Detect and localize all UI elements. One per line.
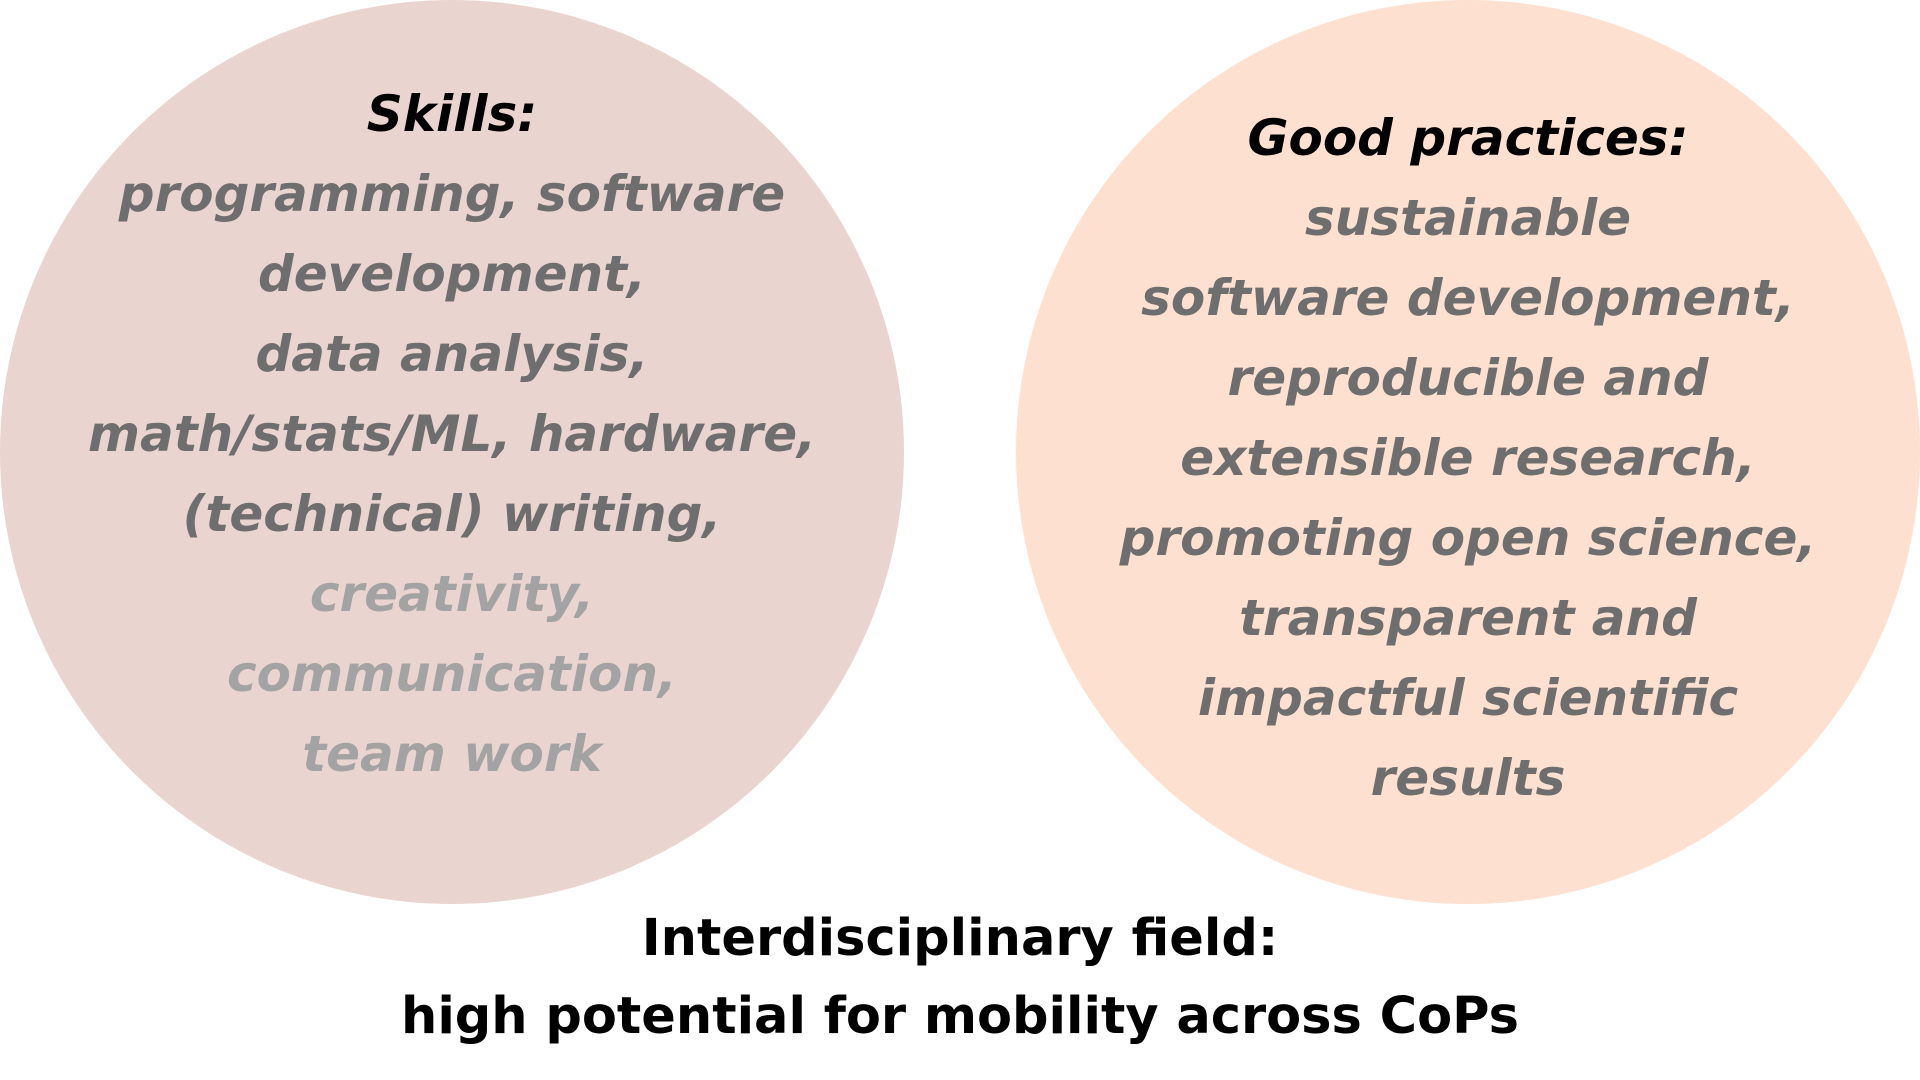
skills-list: programming, software development, data …: [88, 154, 816, 794]
skills-item: math/stats/ML, hardware,: [87, 405, 817, 463]
practices-item: sustainable: [1304, 189, 1632, 247]
footer-caption: Interdisciplinary field: high potential …: [0, 900, 1920, 1056]
practices-item: extensible research,: [1180, 429, 1756, 487]
practices-item: software development,: [1141, 269, 1795, 327]
practices-item: results: [1370, 749, 1566, 807]
practices-item: transparent and: [1239, 589, 1697, 647]
good-practices-circle: Good practices: sustainable software dev…: [1016, 0, 1920, 904]
skills-item: data analysis,: [255, 325, 649, 383]
skills-item: creativity,: [309, 565, 595, 623]
practices-item: impactful scientific: [1197, 669, 1739, 727]
skills-item: team work: [302, 725, 602, 783]
skills-item: communication,: [227, 645, 677, 703]
skills-item: programming, software: [118, 165, 786, 223]
skills-item: development,: [257, 245, 646, 303]
good-practices-list: sustainable software development, reprod…: [1120, 178, 1817, 818]
practices-item: promoting open science,: [1119, 509, 1817, 567]
skills-item: (technical) writing,: [182, 485, 722, 543]
good-practices-heading: Good practices:: [1247, 109, 1689, 167]
practices-item: reproducible and: [1227, 349, 1709, 407]
footer-line-1: Interdisciplinary field:: [641, 909, 1279, 968]
skills-circle: Skills: programming, software developmen…: [0, 0, 904, 904]
skills-heading: Skills:: [366, 85, 538, 143]
footer-line-2: high potential for mobility across CoPs: [401, 987, 1519, 1046]
